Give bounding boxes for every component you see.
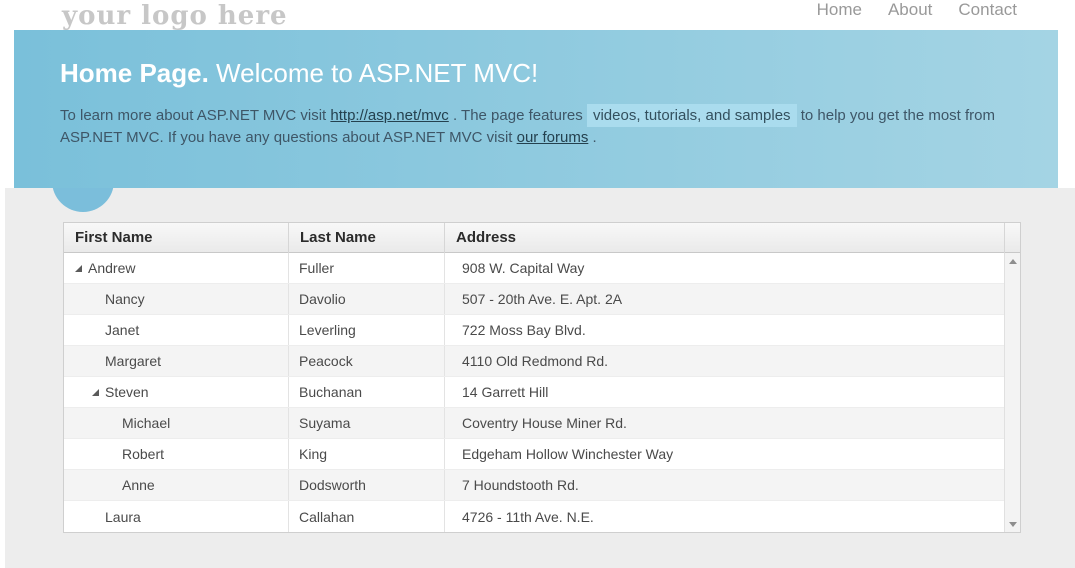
table-row[interactable]: Robert King Edgeham Hollow Winchester Way xyxy=(64,439,1004,470)
collapse-arrow-icon[interactable] xyxy=(74,264,88,273)
asp-net-mvc-link[interactable]: http://asp.net/mvc xyxy=(330,107,449,124)
hero-paragraph: To learn more about ASP.NET MVC visit ht… xyxy=(60,104,1000,149)
scroll-up-button[interactable] xyxy=(1005,253,1020,269)
table-row[interactable]: Andrew Fuller 908 W. Capital Way xyxy=(64,253,1004,284)
header-scrollbar-spacer xyxy=(1004,222,1020,253)
cell-address: Edgeham Hollow Winchester Way xyxy=(444,439,1004,469)
cell-first-name: Nancy xyxy=(105,291,145,307)
scroll-up-icon xyxy=(1008,258,1017,264)
page-title: Home Page. Welcome to ASP.NET MVC! xyxy=(60,58,1058,88)
nav-item-contact[interactable]: Contact xyxy=(958,0,1017,19)
table-row[interactable]: Anne Dodsworth 7 Houndstooth Rd. xyxy=(64,470,1004,501)
cell-address: 908 W. Capital Way xyxy=(444,253,1004,283)
cell-last-name: Suyama xyxy=(288,408,444,438)
cell-address: Coventry House Miner Rd. xyxy=(444,408,1004,438)
table-row[interactable]: Nancy Davolio 507 - 20th Ave. E. Apt. 2A xyxy=(64,284,1004,315)
column-header-last-name[interactable]: Last Name xyxy=(288,222,444,253)
cell-address: 507 - 20th Ave. E. Apt. 2A xyxy=(444,284,1004,314)
column-header-first-name[interactable]: First Name xyxy=(75,228,153,246)
scroll-down-button[interactable] xyxy=(1005,516,1020,532)
collapse-arrow-icon[interactable] xyxy=(91,388,105,397)
table-row[interactable]: Margaret Peacock 4110 Old Redmond Rd. xyxy=(64,346,1004,377)
page-title-rest: Welcome to ASP.NET MVC! xyxy=(208,58,539,88)
cell-address: 4726 - 11th Ave. N.E. xyxy=(444,501,1004,532)
top-nav: Home About Contact xyxy=(817,0,1017,20)
table-body-rows: Andrew Fuller 908 W. Capital Way Nancy Davol… xyxy=(64,253,1004,532)
cell-address: 4110 Old Redmond Rd. xyxy=(444,346,1004,376)
cell-last-name: Fuller xyxy=(288,253,444,283)
our-forums-link[interactable]: our forums xyxy=(516,129,589,146)
nav-item-home[interactable]: Home xyxy=(816,0,862,19)
cell-first-name: Andrew xyxy=(88,260,136,276)
cell-last-name: Buchanan xyxy=(288,377,444,407)
cell-first-name: Anne xyxy=(122,477,155,493)
hero-text: To learn more about ASP.NET MVC visit xyxy=(60,107,331,124)
cell-first-name: Steven xyxy=(105,384,149,400)
cell-address: 7 Houndstooth Rd. xyxy=(444,470,1004,500)
logo: your logo here xyxy=(62,1,288,31)
cell-first-name: Laura xyxy=(105,508,141,525)
cell-last-name: Peacock xyxy=(288,346,444,376)
vertical-scrollbar[interactable] xyxy=(1004,253,1020,532)
highlight-mark: videos, tutorials, and samples xyxy=(586,104,797,127)
treelist-body: Andrew Fuller 908 W. Capital Way Nancy Davol… xyxy=(64,253,1020,532)
table-row[interactable]: Laura Callahan 4726 - 11th Ave. N.E. xyxy=(64,501,1004,532)
hero-text: . xyxy=(588,129,597,146)
hero-text: to help you get the most from ASP.NET MV… xyxy=(60,107,995,146)
column-header-address[interactable]: Address xyxy=(444,222,1004,253)
hero-text: . The page features xyxy=(448,107,587,124)
table-row[interactable]: Janet Leverling 722 Moss Bay Blvd. xyxy=(64,315,1004,346)
table-row[interactable]: Steven Buchanan 14 Garrett Hill xyxy=(64,377,1004,408)
cell-last-name: Davolio xyxy=(288,284,444,314)
table-row[interactable]: Michael Suyama Coventry House Miner Rd. xyxy=(64,408,1004,439)
cell-last-name: Callahan xyxy=(288,501,444,532)
cell-address: 14 Garrett Hill xyxy=(444,377,1004,407)
cell-first-name: Robert xyxy=(122,446,165,462)
page-title-bold: Home Page. xyxy=(60,58,209,88)
nav-item-about[interactable]: About xyxy=(887,0,933,19)
employee-treelist: First Name Last Name Address Andrew Fulle… xyxy=(63,222,1021,533)
cell-last-name: King xyxy=(288,439,444,469)
cell-last-name: Leverling xyxy=(288,315,444,345)
cell-address: 722 Moss Bay Blvd. xyxy=(444,315,1004,345)
scroll-down-icon xyxy=(1008,521,1017,527)
hero-banner: Home Page. Welcome to ASP.NET MVC! To le… xyxy=(14,30,1058,188)
cell-first-name: Janet xyxy=(105,322,140,338)
cell-last-name: Dodsworth xyxy=(288,470,444,500)
cell-first-name: Michael xyxy=(122,415,171,431)
cell-first-name: Margaret xyxy=(105,353,162,369)
treelist-header-row: First Name Last Name Address xyxy=(64,222,1020,253)
